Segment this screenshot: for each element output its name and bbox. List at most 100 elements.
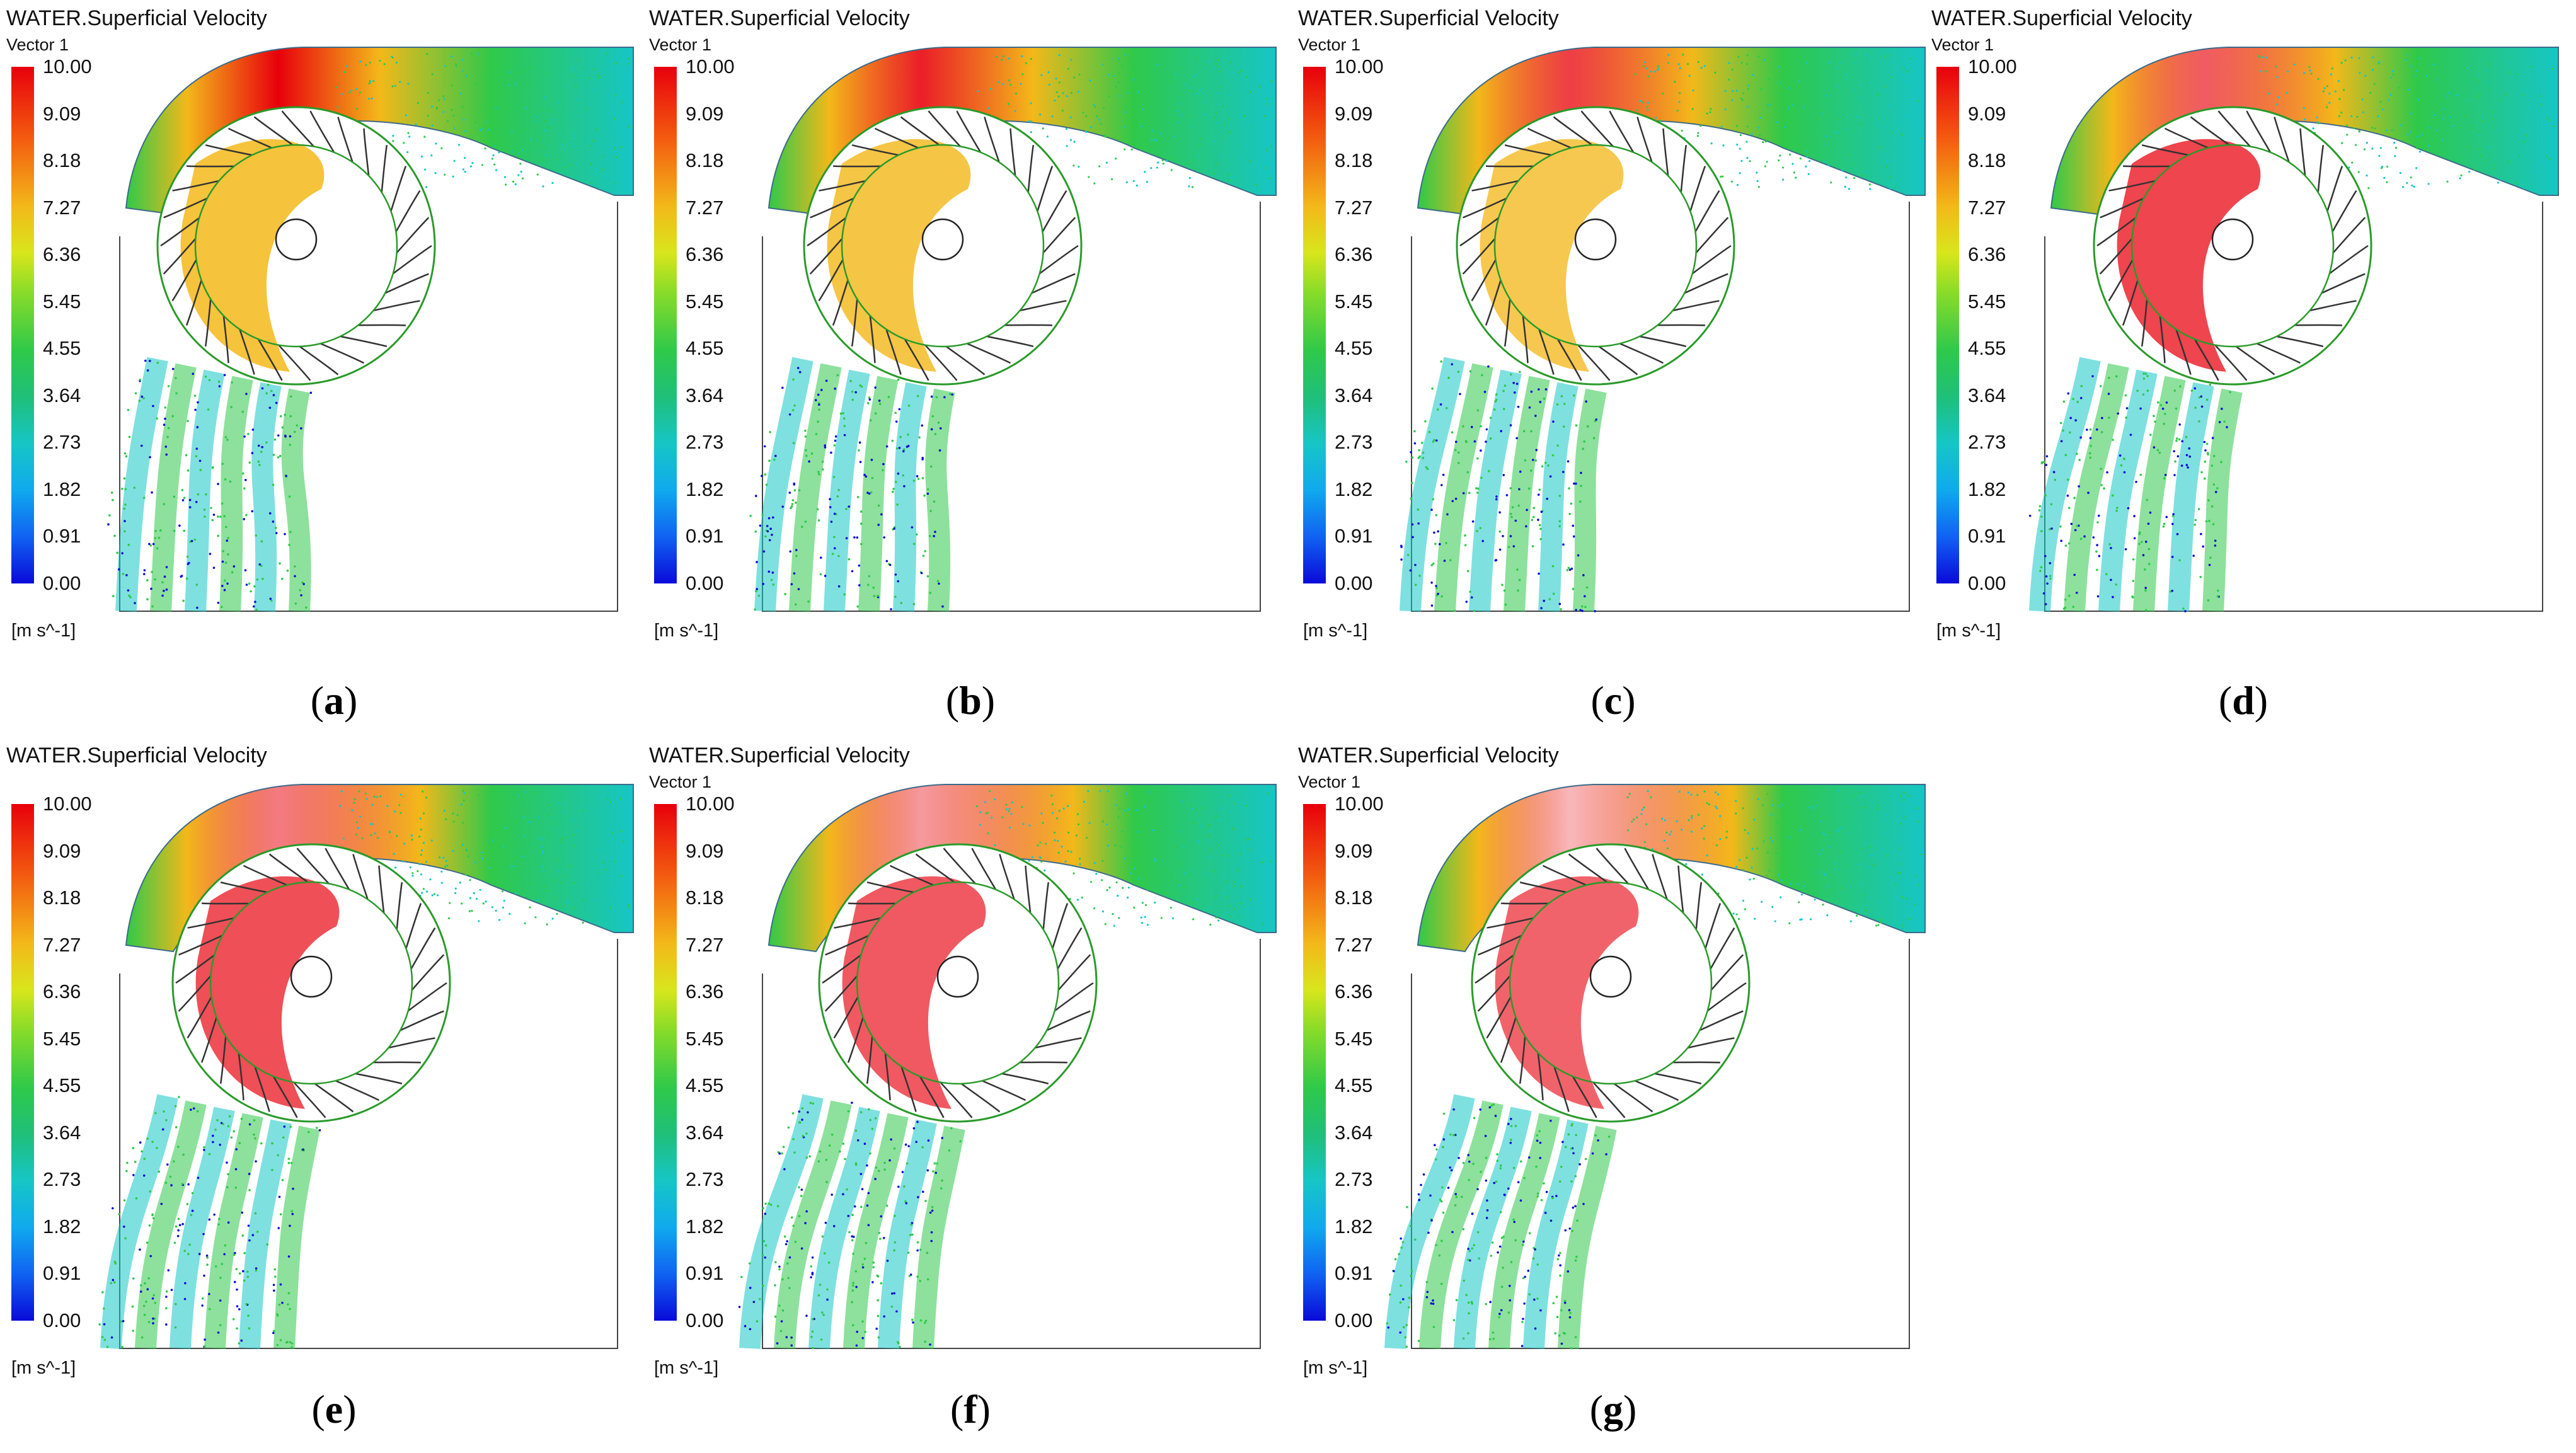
runner-water-jet (2117, 139, 2261, 372)
colorbar-tick-label: 8.18 (686, 149, 724, 172)
panel-e: WATER.Superficial Velocity 10.00 9.09 8.18 7… (6, 744, 636, 1437)
colorbar-tick-label: 7.27 (43, 933, 81, 956)
panel-caption-letter: c (1604, 678, 1623, 723)
colorbar-tick-label: 5.45 (686, 1027, 724, 1050)
runner-water-jet (827, 139, 971, 372)
colorbar-tick-label: 9.09 (43, 839, 81, 862)
colorbar-tick-label: 5.45 (1968, 290, 2006, 313)
legend-subtitle: Vector 1 (649, 772, 712, 791)
colorbar-tick-label: 6.36 (43, 980, 81, 1003)
colorbar (11, 804, 34, 1321)
flow-field-e (98, 784, 634, 1349)
colorbar-tick-label: 1.82 (43, 478, 81, 500)
colorbar-tick-label: 0.91 (1335, 1262, 1373, 1285)
colorbar (1936, 67, 1959, 583)
legend-title: WATER.Superficial Velocity (6, 6, 267, 30)
runner-shaft (290, 955, 333, 998)
legend-subtitle: Vector 1 (1298, 772, 1361, 791)
runner-inner-rim (209, 881, 413, 1085)
panel-g: WATER.Superficial Velocity Vector 1 10.00 9… (1298, 744, 1928, 1437)
panel-caption: (d) (2218, 678, 2268, 723)
panel-caption-letter: b (959, 678, 982, 723)
colorbar-tick-label: 10.00 (1335, 55, 1384, 78)
runner-shaft (275, 218, 318, 261)
domain-boundary (1411, 939, 1910, 1349)
colorbar-tick-label: 4.55 (1968, 337, 2006, 360)
colorbar-tick-label: 9.09 (1968, 102, 2006, 125)
colorbar-tick-label: 8.18 (1335, 149, 1373, 172)
colorbar-tick-label: 2.73 (686, 431, 724, 454)
colorbar-tick-label: 10.00 (1968, 55, 2017, 78)
legend-title: WATER.Superficial Velocity (1931, 6, 2192, 30)
legend-subtitle: Vector 1 (1298, 35, 1361, 54)
panel-caption-letter: a (324, 678, 344, 723)
panel-caption-letter: d (2232, 678, 2255, 723)
colorbar-tick-label: 5.45 (1335, 1027, 1373, 1050)
colorbar-tick-label: 0.00 (43, 572, 81, 594)
runner-water-jet (1495, 876, 1639, 1109)
colorbar-tick-label: 9.09 (1335, 102, 1373, 125)
flow-field-f (738, 784, 1277, 1350)
colorbar-tick-label: 0.00 (1335, 1309, 1373, 1331)
colorbar-tick-label: 2.73 (1335, 431, 1373, 454)
legend-title: WATER.Superficial Velocity (649, 744, 910, 767)
colorbar-tick-label: 9.09 (686, 102, 724, 125)
runner-shaft (936, 955, 979, 998)
panel-caption: (b) (945, 678, 996, 723)
runner-blades (175, 847, 447, 1118)
outflow-jets (2028, 357, 2243, 612)
colorbar-tick-label: 1.82 (43, 1215, 81, 1238)
legend-unit: [m s^-1] (11, 1358, 76, 1378)
panel-caption: (f) (950, 1387, 991, 1432)
runner-blades (1475, 847, 1747, 1118)
panel-b: WATER.Superficial Velocity Vector 1 10.00 9… (649, 6, 1279, 723)
colorbar-tick-label: 3.64 (43, 384, 81, 406)
panel-d: WATER.Superficial Velocity Vector 1 10.00 9… (1931, 6, 2562, 723)
panel-f: WATER.Superficial Velocity Vector 1 10.00 9… (649, 744, 1279, 1437)
colorbar-tick-label: 0.00 (686, 1309, 724, 1331)
colorbar-tick-label: 3.64 (686, 384, 724, 406)
runner-shaft (921, 218, 964, 261)
panel-c: WATER.Superficial Velocity Vector 1 10.00 9… (1298, 6, 1928, 723)
colorbar-tick-label: 6.36 (1335, 243, 1373, 266)
runner-inner-rim (1493, 144, 1698, 348)
panel-caption: (c) (1590, 678, 1636, 723)
colorbar-tick-label: 7.27 (686, 933, 724, 956)
legend-unit: [m s^-1] (1303, 1358, 1368, 1378)
colorbar-tick-label: 10.00 (1335, 793, 1384, 815)
colorbar-tick-label: 5.45 (43, 1027, 81, 1050)
colorbar-tick-label: 9.09 (43, 102, 81, 125)
colorbar-tick-label: 2.73 (686, 1168, 724, 1191)
colorbar-tick-label: 6.36 (43, 243, 81, 266)
runner-blades (160, 110, 432, 381)
flow-field-b (749, 47, 1277, 612)
colorbar-tick-label: 2.73 (1335, 1168, 1373, 1191)
legend-unit: [m s^-1] (1936, 621, 2001, 641)
colorbar-tick-label: 6.36 (686, 980, 724, 1003)
colorbar-tick-label: 7.27 (43, 196, 81, 219)
runner-inner-rim (2130, 144, 2335, 348)
colorbar (1303, 804, 1326, 1321)
runner-water-jet (842, 876, 986, 1109)
runner-water-jet (1480, 139, 1624, 372)
colorbar-tick-label: 3.64 (1335, 384, 1373, 406)
colorbar-tick-label: 4.55 (1335, 1074, 1373, 1097)
legend-subtitle: Vector 1 (6, 35, 69, 54)
runner-blades (807, 110, 1079, 381)
domain-boundary (2044, 202, 2543, 612)
domain-boundary (1411, 202, 1910, 612)
panel-caption-letter: f (963, 1387, 977, 1432)
colorbar (654, 67, 677, 583)
colorbar-tick-label: 4.55 (686, 1074, 724, 1097)
colorbar-tick-label: 6.36 (1335, 980, 1373, 1003)
panel-caption: (a) (310, 678, 358, 723)
flow-field-g (1384, 784, 1926, 1350)
colorbar-tick-label: 7.27 (686, 196, 724, 219)
colorbar-tick-label: 1.82 (1335, 1215, 1373, 1238)
colorbar (654, 804, 677, 1321)
runner-inner-rim (856, 881, 1060, 1085)
colorbar-tick-label: 8.18 (43, 149, 81, 172)
colorbar (1303, 67, 1326, 583)
outflow-jets (107, 357, 313, 612)
colorbar-tick-label: 10.00 (43, 55, 92, 78)
